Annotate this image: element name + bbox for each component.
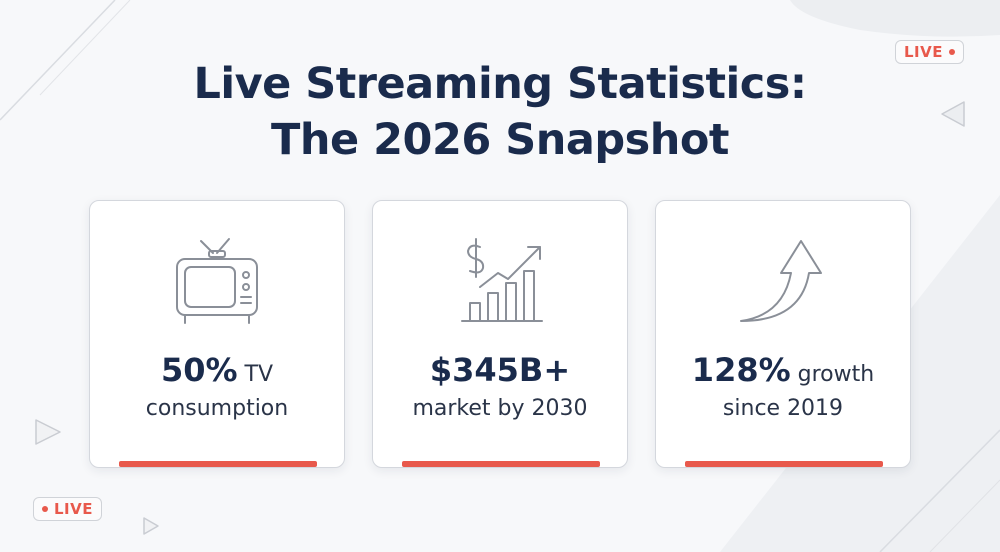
live-badge-top-right: LIVE xyxy=(895,40,964,64)
stat-suffix: TV xyxy=(237,362,274,387)
live-dot-icon xyxy=(42,506,48,512)
live-badge-label: LIVE xyxy=(54,500,93,518)
title-line-2: The 2026 Snapshot xyxy=(271,115,729,165)
stat-card-growth: 128% growth since 2019 xyxy=(655,200,911,468)
stat-caption: since 2019 xyxy=(722,396,844,421)
stat-text: 50% TV consumption xyxy=(90,353,344,426)
page-title: Live Streaming Statistics: The 2026 Snap… xyxy=(0,56,1000,168)
tv-icon xyxy=(90,233,344,329)
stat-value: 50% xyxy=(160,351,238,389)
play-right-small-icon xyxy=(143,517,159,535)
stat-text: $345B+ market by 2030 xyxy=(373,353,627,426)
stat-text: 128% growth since 2019 xyxy=(656,353,910,426)
accent-bar xyxy=(402,461,600,467)
live-dot-icon xyxy=(949,49,955,55)
play-left-icon xyxy=(941,101,965,127)
stat-card-tv: 50% TV consumption xyxy=(89,200,345,468)
stat-card-market: $345B+ market by 2030 xyxy=(372,200,628,468)
live-badge-bottom-left: LIVE xyxy=(33,497,102,521)
up-arrow-icon xyxy=(656,233,910,329)
stat-caption: consumption xyxy=(145,396,289,421)
accent-bar xyxy=(685,461,883,467)
growth-chart-icon xyxy=(373,233,627,329)
title-line-1: Live Streaming Statistics: xyxy=(193,59,807,109)
accent-bar xyxy=(119,461,317,467)
stat-value: $345B+ xyxy=(429,351,571,389)
play-right-icon xyxy=(35,419,61,445)
live-badge-label: LIVE xyxy=(904,43,943,61)
stat-value: 128% xyxy=(691,351,791,389)
stat-suffix: growth xyxy=(790,362,875,387)
stat-caption: market by 2030 xyxy=(412,396,588,421)
